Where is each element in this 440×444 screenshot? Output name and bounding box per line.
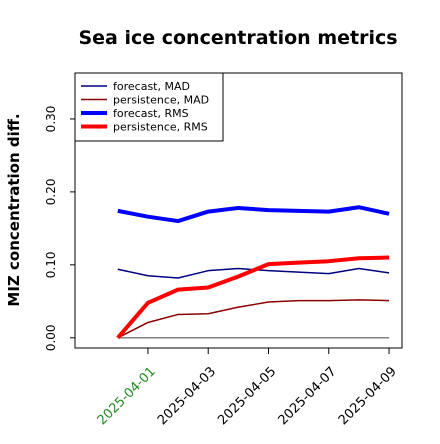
plot-frame [74, 72, 403, 349]
legend-label: persistence, MAD [113, 94, 209, 107]
legend-label: forecast, MAD [113, 80, 190, 93]
y-tick-label: 0.20 [44, 179, 58, 206]
x-tick-label: 2025-04-01 [95, 364, 159, 428]
series-line [116, 255, 390, 340]
chart-title: Sea ice concentration metrics [78, 27, 397, 49]
x-tick-label: 2025-04-07 [276, 364, 340, 428]
y-tick-label: 0.10 [44, 251, 58, 278]
legend-box [74, 72, 224, 142]
series-line [117, 205, 390, 224]
x-tick-label: 2025-04-03 [155, 364, 219, 428]
x-tick-label: 2025-04-09 [336, 364, 400, 428]
series-line [117, 299, 390, 339]
y-axis-label: MIZ concentration diff. [5, 113, 23, 306]
y-tick-label: 0.00 [44, 324, 58, 351]
legend-label: persistence, RMS [113, 121, 208, 134]
y-tick-label: 0.30 [44, 106, 58, 133]
legend-label: forecast, RMS [113, 107, 189, 120]
x-tick-label: 2025-04-05 [215, 364, 279, 428]
